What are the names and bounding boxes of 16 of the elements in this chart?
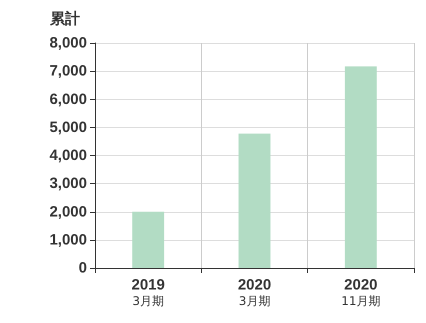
y-tick-label: 3,000 <box>49 175 87 192</box>
y-tick-label: 5,000 <box>49 118 87 136</box>
y-tick-label: 6,000 <box>49 90 87 108</box>
bar <box>344 66 377 268</box>
y-tick-label: 4,000 <box>49 147 87 164</box>
y-axis-title: 累計 <box>49 10 80 28</box>
x-tick-label: 2020 11月期 <box>341 276 380 308</box>
x-tick-label: 2020 3月期 <box>238 276 272 308</box>
y-tick-label: 0 <box>78 260 87 276</box>
y-tick-label: 7,000 <box>49 62 87 80</box>
y-tick-label: 8,000 <box>49 34 87 52</box>
bar <box>132 212 164 268</box>
bar <box>238 134 270 268</box>
y-tick-label: 1,000 <box>49 231 87 248</box>
y-tick-label: 2,000 <box>49 203 87 220</box>
x-tick-label: 2019 3月期 <box>131 276 165 308</box>
